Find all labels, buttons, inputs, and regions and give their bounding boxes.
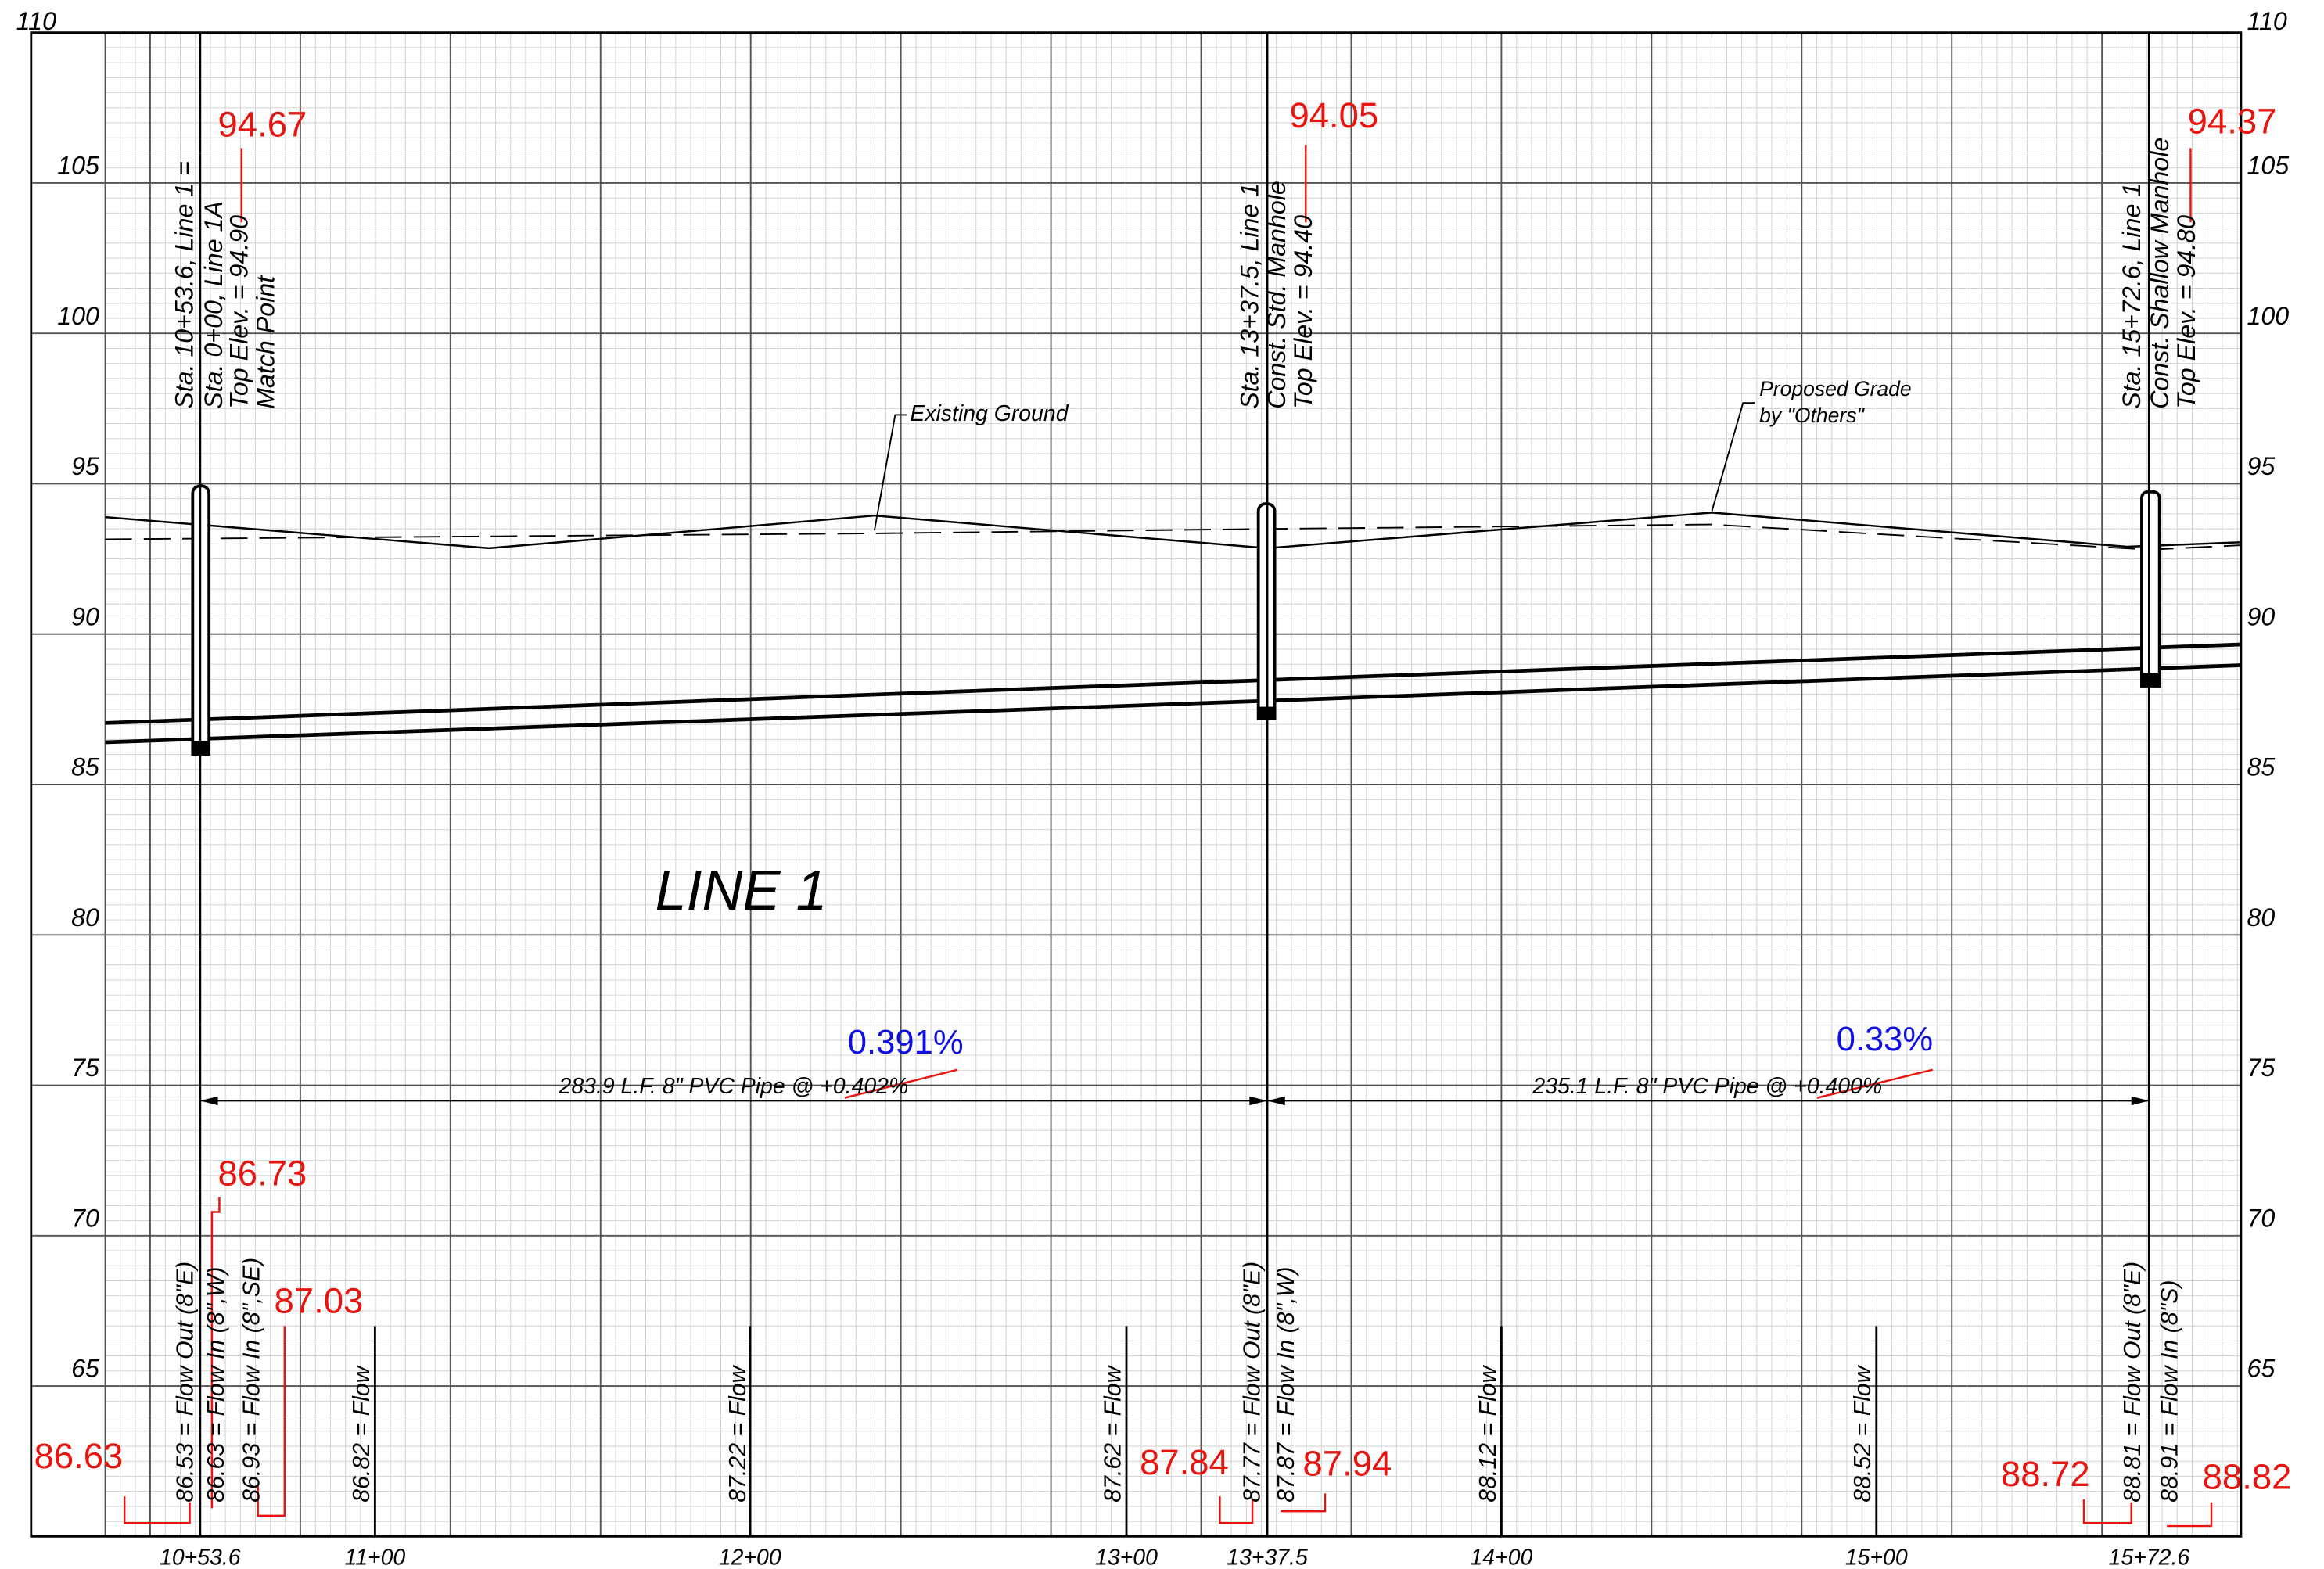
revised-slope: 0.391% [848,1024,964,1061]
pipe-invert [105,663,2241,745]
structure-note: Sta. 13+37.5, Line 1 [1236,183,1264,409]
station-label: 13+37.5 [1227,1545,1308,1569]
flow-label: 88.52 = Flow [1850,1364,1876,1502]
grid [31,31,2241,1538]
flow-label: 86.53 = Flow Out (8"E) [172,1262,198,1503]
flow-label: 87.87 = Flow In (8",W) [1273,1267,1299,1503]
pipe-label: 235.1 L.F. 8" PVC Pipe @ +0.400% [1532,1074,1882,1099]
station-label: 11+00 [345,1545,406,1569]
profile-title: LINE 1 [655,860,827,922]
revised-invert: 88.72 [2001,1454,2090,1494]
manhole [2140,490,2161,684]
elevation-label: 105 [2247,152,2289,180]
structure-note: Const. Std. Manhole [1263,181,1291,409]
station-label: 13+00 [1095,1545,1158,1569]
revised-invert: 86.63 [34,1436,124,1476]
elevation-label: 75 [2247,1054,2275,1082]
callout: Existing Ground [910,401,1069,426]
structure-note: Sta. 0+00, Line 1A [199,201,228,409]
revised-invert: 87.84 [1140,1442,1229,1482]
elevation-label: 105 [57,152,99,180]
flow-label: 87.22 = Flow [725,1364,751,1502]
pipe-label: 283.9 L.F. 8" PVC Pipe @ +0.402% [559,1074,909,1099]
flow-label: 86.93 = Flow In (8",SE) [239,1258,265,1503]
revised-top-elev: 94.05 [1289,95,1378,135]
elevation-label: 90 [71,602,99,630]
elevation-label: 110 [2247,7,2286,35]
elevation-label: 100 [57,302,99,330]
elevation-label: 90 [2247,602,2275,630]
border [30,31,2243,1538]
structure-note: Sta. 10+53.6, Line 1 = [170,161,198,409]
elevation-label: 95 [2247,452,2275,480]
flow-label: 87.62 = Flow [1100,1364,1126,1502]
elevation-label: 70 [2247,1204,2275,1232]
structure-note: Sta. 15+72.6, Line 1 [2117,183,2146,409]
pipe-crown [105,642,2241,725]
elevation-label: 75 [71,1054,99,1082]
proposed-grade-line [105,512,2241,550]
structure-note: Const. Shallow Manhole [2146,138,2174,409]
flow-label: 88.91 = Flow In (8"S) [2157,1280,2182,1502]
revised-invert: 86.73 [218,1153,307,1193]
flow-label: 86.82 = Flow [349,1364,375,1502]
station-label: 14+00 [1470,1545,1532,1569]
elevation-label: 70 [71,1204,99,1232]
station-label: 10+53.6 [160,1545,241,1569]
elevation-label: 80 [2247,903,2275,932]
elevation-label: 110 [16,7,56,35]
callout: by "Others" [1759,404,1865,427]
revised-slope: 0.33% [1837,1021,1934,1058]
elevation-label: 100 [2247,302,2289,330]
manhole-base [2140,672,2161,688]
leader [873,414,907,531]
elevation-label: 65 [2247,1355,2275,1383]
elevation-label: 65 [71,1355,99,1383]
structure-note: Top Elev. = 94.40 [1289,215,1317,409]
callout: Proposed Grade [1759,377,1912,400]
structure-note: Top Elev. = 94.90 [224,215,253,409]
revised-invert: 88.82 [2203,1457,2292,1497]
station-label: 12+00 [719,1545,781,1569]
revised-invert: 87.94 [1303,1444,1392,1484]
station-label: 15+72.6 [2109,1545,2190,1569]
flow-label: 86.63 = Flow In (8",W) [203,1267,229,1503]
strike [1816,1068,1934,1099]
elevation-label: 95 [71,452,99,480]
structure-note: Match Point [252,275,280,409]
strike [844,1068,958,1099]
station-label: 15+00 [1845,1545,1908,1569]
revised-top-elev: 94.37 [2188,101,2277,141]
revised-invert: 87.03 [275,1280,364,1320]
elevation-label: 85 [71,753,99,781]
existing-ground-line [105,523,2241,551]
structure-note: Top Elev. = 94.80 [2172,215,2200,409]
revision-leaders [123,1197,2213,1528]
elevation-label: 85 [2247,753,2275,781]
flow-label: 88.12 = Flow [1475,1364,1501,1502]
revised-top-elev: 94.67 [218,104,307,144]
leader [1711,402,1755,512]
elevation-label: 80 [71,903,99,932]
flow-label: 87.77 = Flow Out (8"E) [1240,1262,1266,1503]
flow-label: 88.81 = Flow Out (8"E) [2120,1262,2146,1503]
